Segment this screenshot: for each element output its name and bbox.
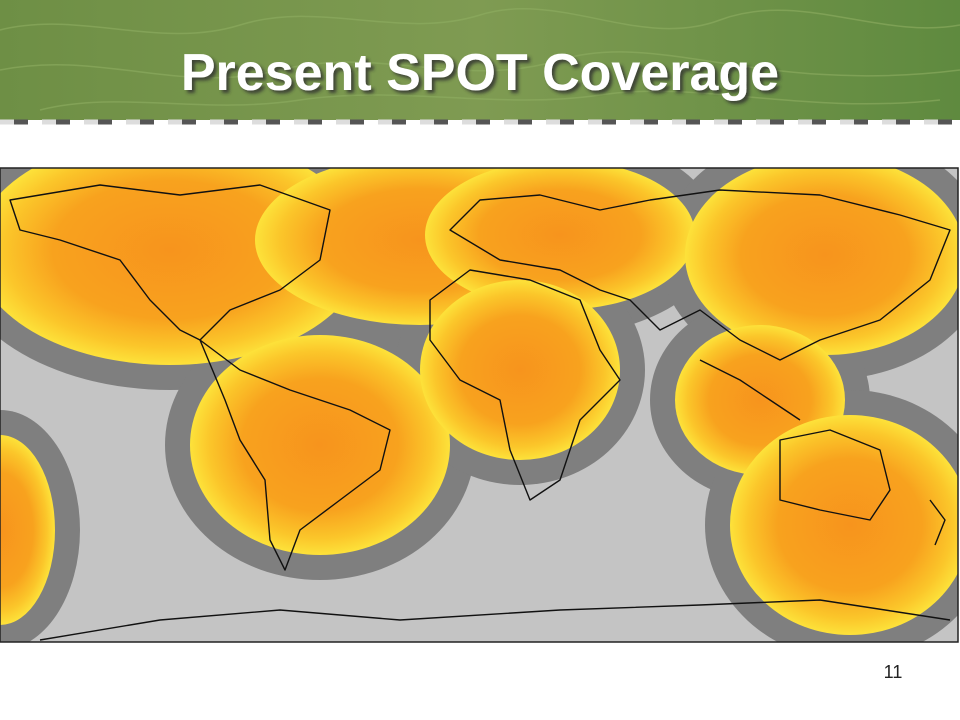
coverage-map <box>0 168 958 642</box>
topo-lines <box>0 7 960 111</box>
page-number: 11 <box>884 662 903 682</box>
continent-outlines <box>9 184 951 641</box>
header-band <box>0 0 960 120</box>
map-frame <box>0 167 959 643</box>
coverage-area <box>0 168 958 635</box>
slide-title: Present SPOT Coverage <box>181 44 779 102</box>
